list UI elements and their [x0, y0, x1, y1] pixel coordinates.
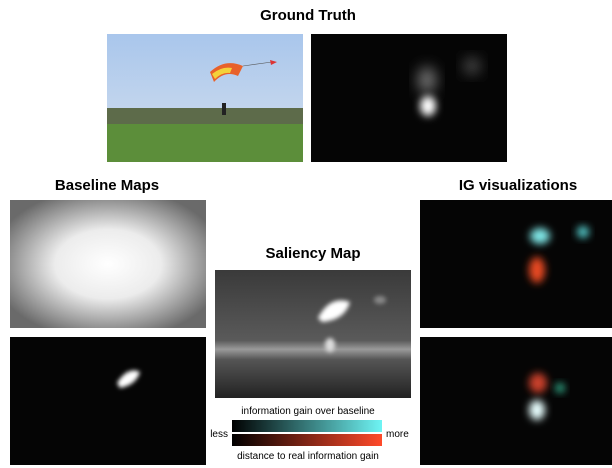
map-bg [420, 200, 612, 328]
map-bg [420, 337, 612, 465]
legend-bar [232, 434, 382, 446]
blob [530, 228, 550, 244]
blob [555, 383, 565, 393]
panel-title: IG visualizations [459, 177, 577, 194]
legend-low: less [210, 429, 228, 440]
baseline-map [10, 337, 206, 465]
blob [464, 58, 480, 74]
blob [318, 300, 350, 322]
panel-title: Ground Truth [260, 7, 356, 24]
blob [529, 257, 545, 283]
map-bg [10, 337, 206, 465]
center-bias-map [10, 200, 206, 328]
parachute-stripe [212, 67, 232, 79]
ig-map [420, 200, 612, 328]
ig-map [420, 337, 612, 465]
legend-bar [232, 420, 382, 432]
field [107, 124, 303, 162]
blob [529, 400, 545, 420]
blob [418, 67, 436, 93]
blob [325, 338, 335, 352]
blob [529, 373, 547, 393]
blob [420, 96, 436, 116]
blob [577, 226, 589, 238]
legend-label: distance to real information gain [237, 451, 379, 462]
person [222, 103, 226, 115]
blob [374, 296, 386, 304]
panel-title: Saliency Map [265, 245, 360, 262]
photo [107, 34, 303, 162]
ground-truth-map [311, 34, 507, 162]
trees [107, 108, 303, 128]
saliency-map [215, 270, 411, 398]
map-bg [311, 34, 507, 162]
panel-title: Baseline Maps [55, 177, 159, 194]
blob [117, 370, 140, 388]
drogue [270, 60, 277, 65]
legend-label: information gain over baseline [241, 406, 375, 417]
map-bg [215, 270, 411, 398]
legend-high: more [386, 429, 409, 440]
line [242, 61, 273, 67]
